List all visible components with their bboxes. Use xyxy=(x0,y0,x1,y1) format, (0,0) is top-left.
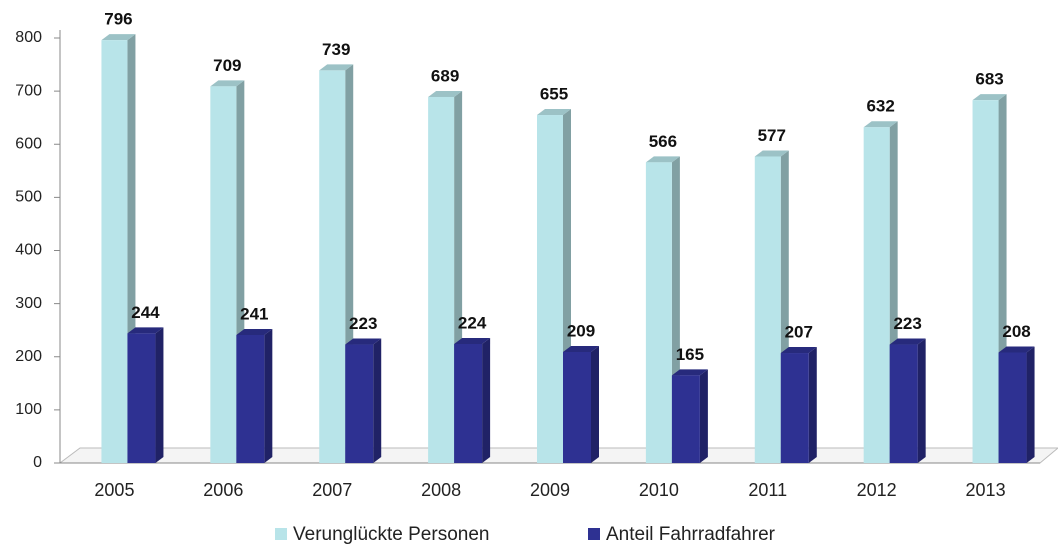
value-label: 208 xyxy=(1002,322,1030,341)
bar-top xyxy=(754,150,789,157)
bar xyxy=(972,100,999,463)
bar xyxy=(345,344,374,463)
bar-side xyxy=(1026,346,1035,463)
value-label: 632 xyxy=(866,97,894,116)
value-label: 689 xyxy=(431,66,459,85)
y-tick-label: 300 xyxy=(15,295,42,312)
x-tick-label: 2009 xyxy=(530,480,570,500)
y-tick-label: 600 xyxy=(15,135,42,152)
bar xyxy=(889,344,918,463)
legend-label: Verunglückte Personen xyxy=(293,524,489,545)
bar-top xyxy=(454,338,491,344)
value-label: 577 xyxy=(758,126,786,145)
bar-top xyxy=(889,338,926,345)
bar-top xyxy=(972,94,1007,101)
value-label: 683 xyxy=(975,70,1003,89)
y-tick-label: 700 xyxy=(15,82,42,99)
value-label: 655 xyxy=(540,85,568,104)
x-tick-label: 2010 xyxy=(639,480,679,500)
bar xyxy=(671,375,700,463)
bar xyxy=(210,86,237,463)
value-label: 224 xyxy=(458,313,487,332)
bar-side xyxy=(699,369,708,463)
bar-top xyxy=(101,34,136,41)
bar-top xyxy=(319,64,354,71)
x-tick-label: 2007 xyxy=(312,480,352,500)
bar xyxy=(537,115,563,463)
bar-top xyxy=(537,109,571,116)
bar-top xyxy=(127,327,164,334)
bar xyxy=(127,333,156,463)
bar-top xyxy=(210,80,245,87)
value-label: 244 xyxy=(131,303,160,322)
value-label: 566 xyxy=(649,132,677,151)
bar-side xyxy=(264,328,273,463)
value-label: 209 xyxy=(567,321,595,340)
bar xyxy=(863,127,890,463)
bar-top xyxy=(428,90,463,97)
x-tick-label: 2005 xyxy=(94,480,134,500)
bar-side xyxy=(917,338,926,463)
bar-top xyxy=(671,369,708,376)
y-tick-label: 0 xyxy=(33,454,42,471)
bar-top xyxy=(998,346,1035,353)
y-tick-label: 400 xyxy=(15,242,42,259)
bar xyxy=(563,351,591,463)
value-label: 223 xyxy=(893,314,921,333)
x-tick-label: 2012 xyxy=(857,480,897,500)
bar-side xyxy=(591,345,599,463)
value-label: 165 xyxy=(676,345,704,364)
bar-top xyxy=(645,156,680,163)
bar-top xyxy=(563,345,599,352)
bar xyxy=(428,96,455,463)
bar-side xyxy=(482,338,491,463)
value-label: 739 xyxy=(322,40,350,59)
bar xyxy=(101,40,128,463)
bar-top xyxy=(863,121,898,128)
y-tick-label: 800 xyxy=(15,29,42,46)
bar xyxy=(754,156,781,463)
value-label: 796 xyxy=(104,10,132,29)
bar-side xyxy=(808,347,817,463)
x-tick-label: 2008 xyxy=(421,480,461,500)
bar-top xyxy=(236,328,273,335)
y-tick-label: 100 xyxy=(15,401,42,418)
legend-label: Anteil Fahrradfahrer xyxy=(606,524,776,545)
bar xyxy=(236,334,265,463)
value-label: 223 xyxy=(349,314,377,333)
legend-swatch xyxy=(588,528,600,540)
value-label: 241 xyxy=(240,304,268,323)
y-tick-label: 500 xyxy=(15,189,42,206)
value-label: 709 xyxy=(213,56,241,75)
bar-top xyxy=(780,347,817,354)
bar xyxy=(454,344,483,463)
x-tick-label: 2011 xyxy=(748,480,787,500)
x-tick-label: 2006 xyxy=(203,480,243,500)
legend-swatch xyxy=(275,528,287,540)
x-tick-label: 2013 xyxy=(966,480,1006,500)
bar xyxy=(645,162,672,463)
bar-side xyxy=(373,338,382,463)
bar xyxy=(780,353,809,463)
value-label: 207 xyxy=(785,323,813,342)
bar-top xyxy=(345,338,382,345)
bar xyxy=(998,352,1027,463)
bar-side xyxy=(155,327,164,463)
y-tick-label: 200 xyxy=(15,348,42,365)
bar xyxy=(319,70,346,463)
